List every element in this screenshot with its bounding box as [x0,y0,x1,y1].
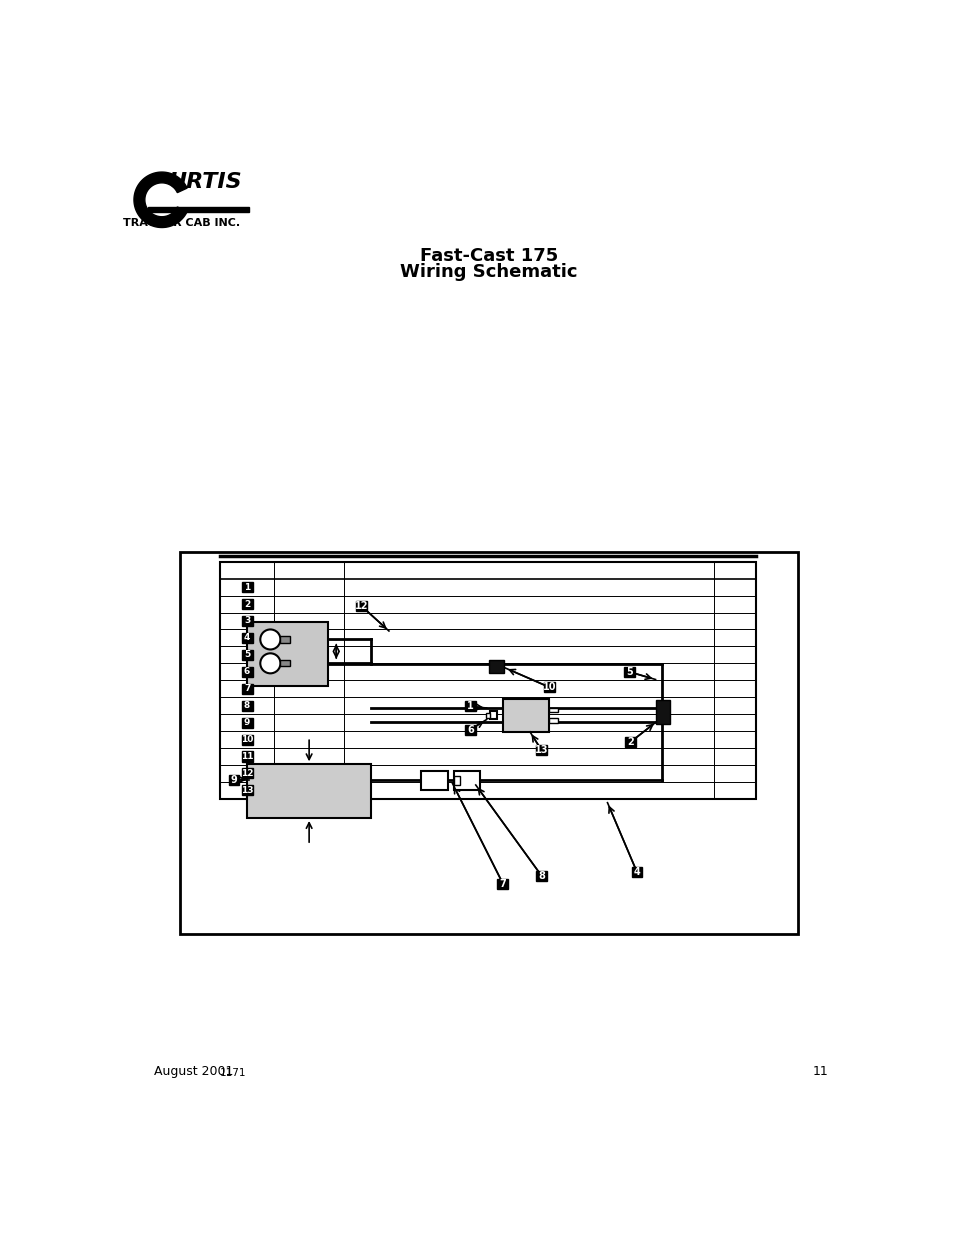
Bar [543,682,555,692]
Bar [454,776,459,785]
Bar [241,616,253,626]
Bar [241,599,253,609]
Text: Fast-Cast 175: Fast-Cast 175 [419,247,558,266]
Text: 1: 1 [466,701,474,711]
Text: 13: 13 [240,785,253,795]
Text: 1171: 1171 [220,1067,246,1078]
Text: 11: 11 [240,752,253,761]
Text: 13: 13 [535,746,548,756]
Text: 4: 4 [633,867,639,877]
Polygon shape [133,172,187,227]
Bar [454,771,480,789]
Bar [241,684,253,694]
Bar [549,719,558,722]
Bar [241,650,253,659]
Bar [655,700,669,724]
Text: 9: 9 [231,774,237,784]
Text: 2: 2 [244,599,250,609]
Text: 9: 9 [244,718,250,727]
Text: 12: 12 [240,769,253,778]
Text: Wiring Schematic: Wiring Schematic [399,263,578,282]
Bar [631,867,641,877]
Text: 6: 6 [466,725,474,735]
Bar [229,774,239,784]
Bar [356,601,367,611]
Bar [241,667,253,677]
Bar [280,636,290,642]
Text: 2: 2 [627,737,634,747]
Bar [241,632,253,643]
Bar [497,878,508,888]
Bar [241,582,253,592]
Text: 3: 3 [244,616,250,625]
Text: URTIS: URTIS [168,172,241,193]
Bar [485,713,490,718]
Bar [247,621,328,687]
Text: 8: 8 [244,701,250,710]
Bar [421,771,447,789]
Bar [536,746,546,756]
Circle shape [260,630,280,650]
Text: 7: 7 [499,878,506,888]
Bar [549,708,558,713]
Text: 6: 6 [244,667,250,677]
Bar [220,562,756,799]
Bar [280,661,290,667]
Bar [464,725,476,735]
Bar [536,871,546,881]
Text: TRACTOR CAB INC.: TRACTOR CAB INC. [123,219,239,228]
Bar [488,661,504,673]
Text: 10: 10 [241,735,253,743]
Text: 11: 11 [812,1065,827,1078]
Bar [241,751,253,762]
Text: 5: 5 [244,651,250,659]
Text: August 2001: August 2001 [154,1065,233,1078]
Bar [247,764,371,818]
Text: 10: 10 [542,682,556,692]
Bar [179,552,798,934]
Text: 8: 8 [537,871,544,881]
Bar [148,206,249,212]
Bar [241,785,253,795]
Text: 1: 1 [244,583,250,592]
Text: 4: 4 [244,634,250,642]
Text: 7: 7 [244,684,250,693]
Circle shape [260,653,280,673]
Bar [502,699,549,732]
Text: 12: 12 [355,601,368,611]
Bar [624,737,636,747]
Bar [490,711,497,719]
Bar [623,667,634,677]
Bar [241,700,253,710]
Bar [241,735,253,745]
Bar [241,768,253,778]
Text: 5: 5 [625,667,632,677]
Bar [241,718,253,727]
Bar [464,701,476,711]
